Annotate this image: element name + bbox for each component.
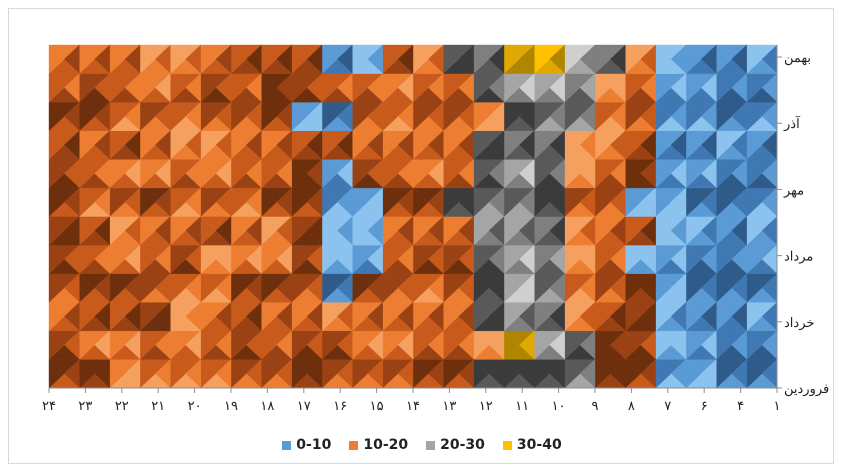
x-tick-label: ۶ — [701, 399, 708, 414]
x-tick-label: ۲۴ — [42, 399, 56, 414]
x-tick-label: ۱۳ — [442, 399, 456, 414]
legend: 0-10 10-20 20-30 30-40 — [0, 437, 844, 453]
x-tick-label: ۲۱ — [151, 399, 165, 414]
legend-label-0: 0-10 — [296, 437, 331, 453]
x-tick-label: ۷ — [664, 399, 671, 414]
legend-label-3: 30-40 — [517, 437, 562, 453]
legend-swatch-1 — [349, 441, 358, 450]
x-tick-label: ۱۵ — [370, 399, 384, 414]
x-tick-label: ۲۰ — [188, 399, 202, 414]
x-tick-label: ۱۷ — [297, 399, 311, 414]
y-tick-label: خرداد — [784, 316, 814, 331]
x-tick-label: ۱۱ — [515, 399, 529, 414]
legend-item-0: 0-10 — [282, 437, 331, 453]
legend-item-1: 10-20 — [349, 437, 408, 453]
heatmap-cells — [49, 45, 777, 388]
x-tick-label: ۴ — [737, 399, 744, 414]
legend-item-3: 30-40 — [503, 437, 562, 453]
x-tick-label: ۱۴ — [406, 399, 420, 414]
x-tick-label: ۱۹ — [224, 399, 238, 414]
x-tick-label: ۹ — [592, 399, 599, 414]
legend-swatch-2 — [426, 441, 435, 450]
x-tick-label: ۱۲ — [479, 399, 493, 414]
x-tick-label: ۲۲ — [115, 399, 129, 414]
legend-swatch-3 — [503, 441, 512, 450]
y-tick-label: مهر — [783, 183, 804, 198]
legend-swatch-0 — [282, 441, 291, 450]
x-tick-label: ۱۶ — [333, 399, 347, 414]
legend-label-2: 20-30 — [440, 437, 485, 453]
x-tick-label: ۱ — [774, 399, 781, 414]
y-tick-label: آذر — [783, 115, 801, 132]
y-tick-label: بهمن — [784, 51, 811, 66]
x-tick-label: ۸ — [628, 399, 635, 414]
x-tick-label: ۱۸ — [260, 399, 274, 414]
x-tick-label: ۲۳ — [78, 399, 92, 414]
y-tick-label: مرداد — [784, 250, 813, 265]
y-axis-ticks: فروردین خرداد مرداد مهر آذر بهمن — [783, 51, 829, 397]
x-tick-label: ۱۰ — [552, 399, 566, 414]
legend-label-1: 10-20 — [363, 437, 408, 453]
y-tick-label: فروردین — [784, 382, 829, 397]
legend-item-2: 20-30 — [426, 437, 485, 453]
